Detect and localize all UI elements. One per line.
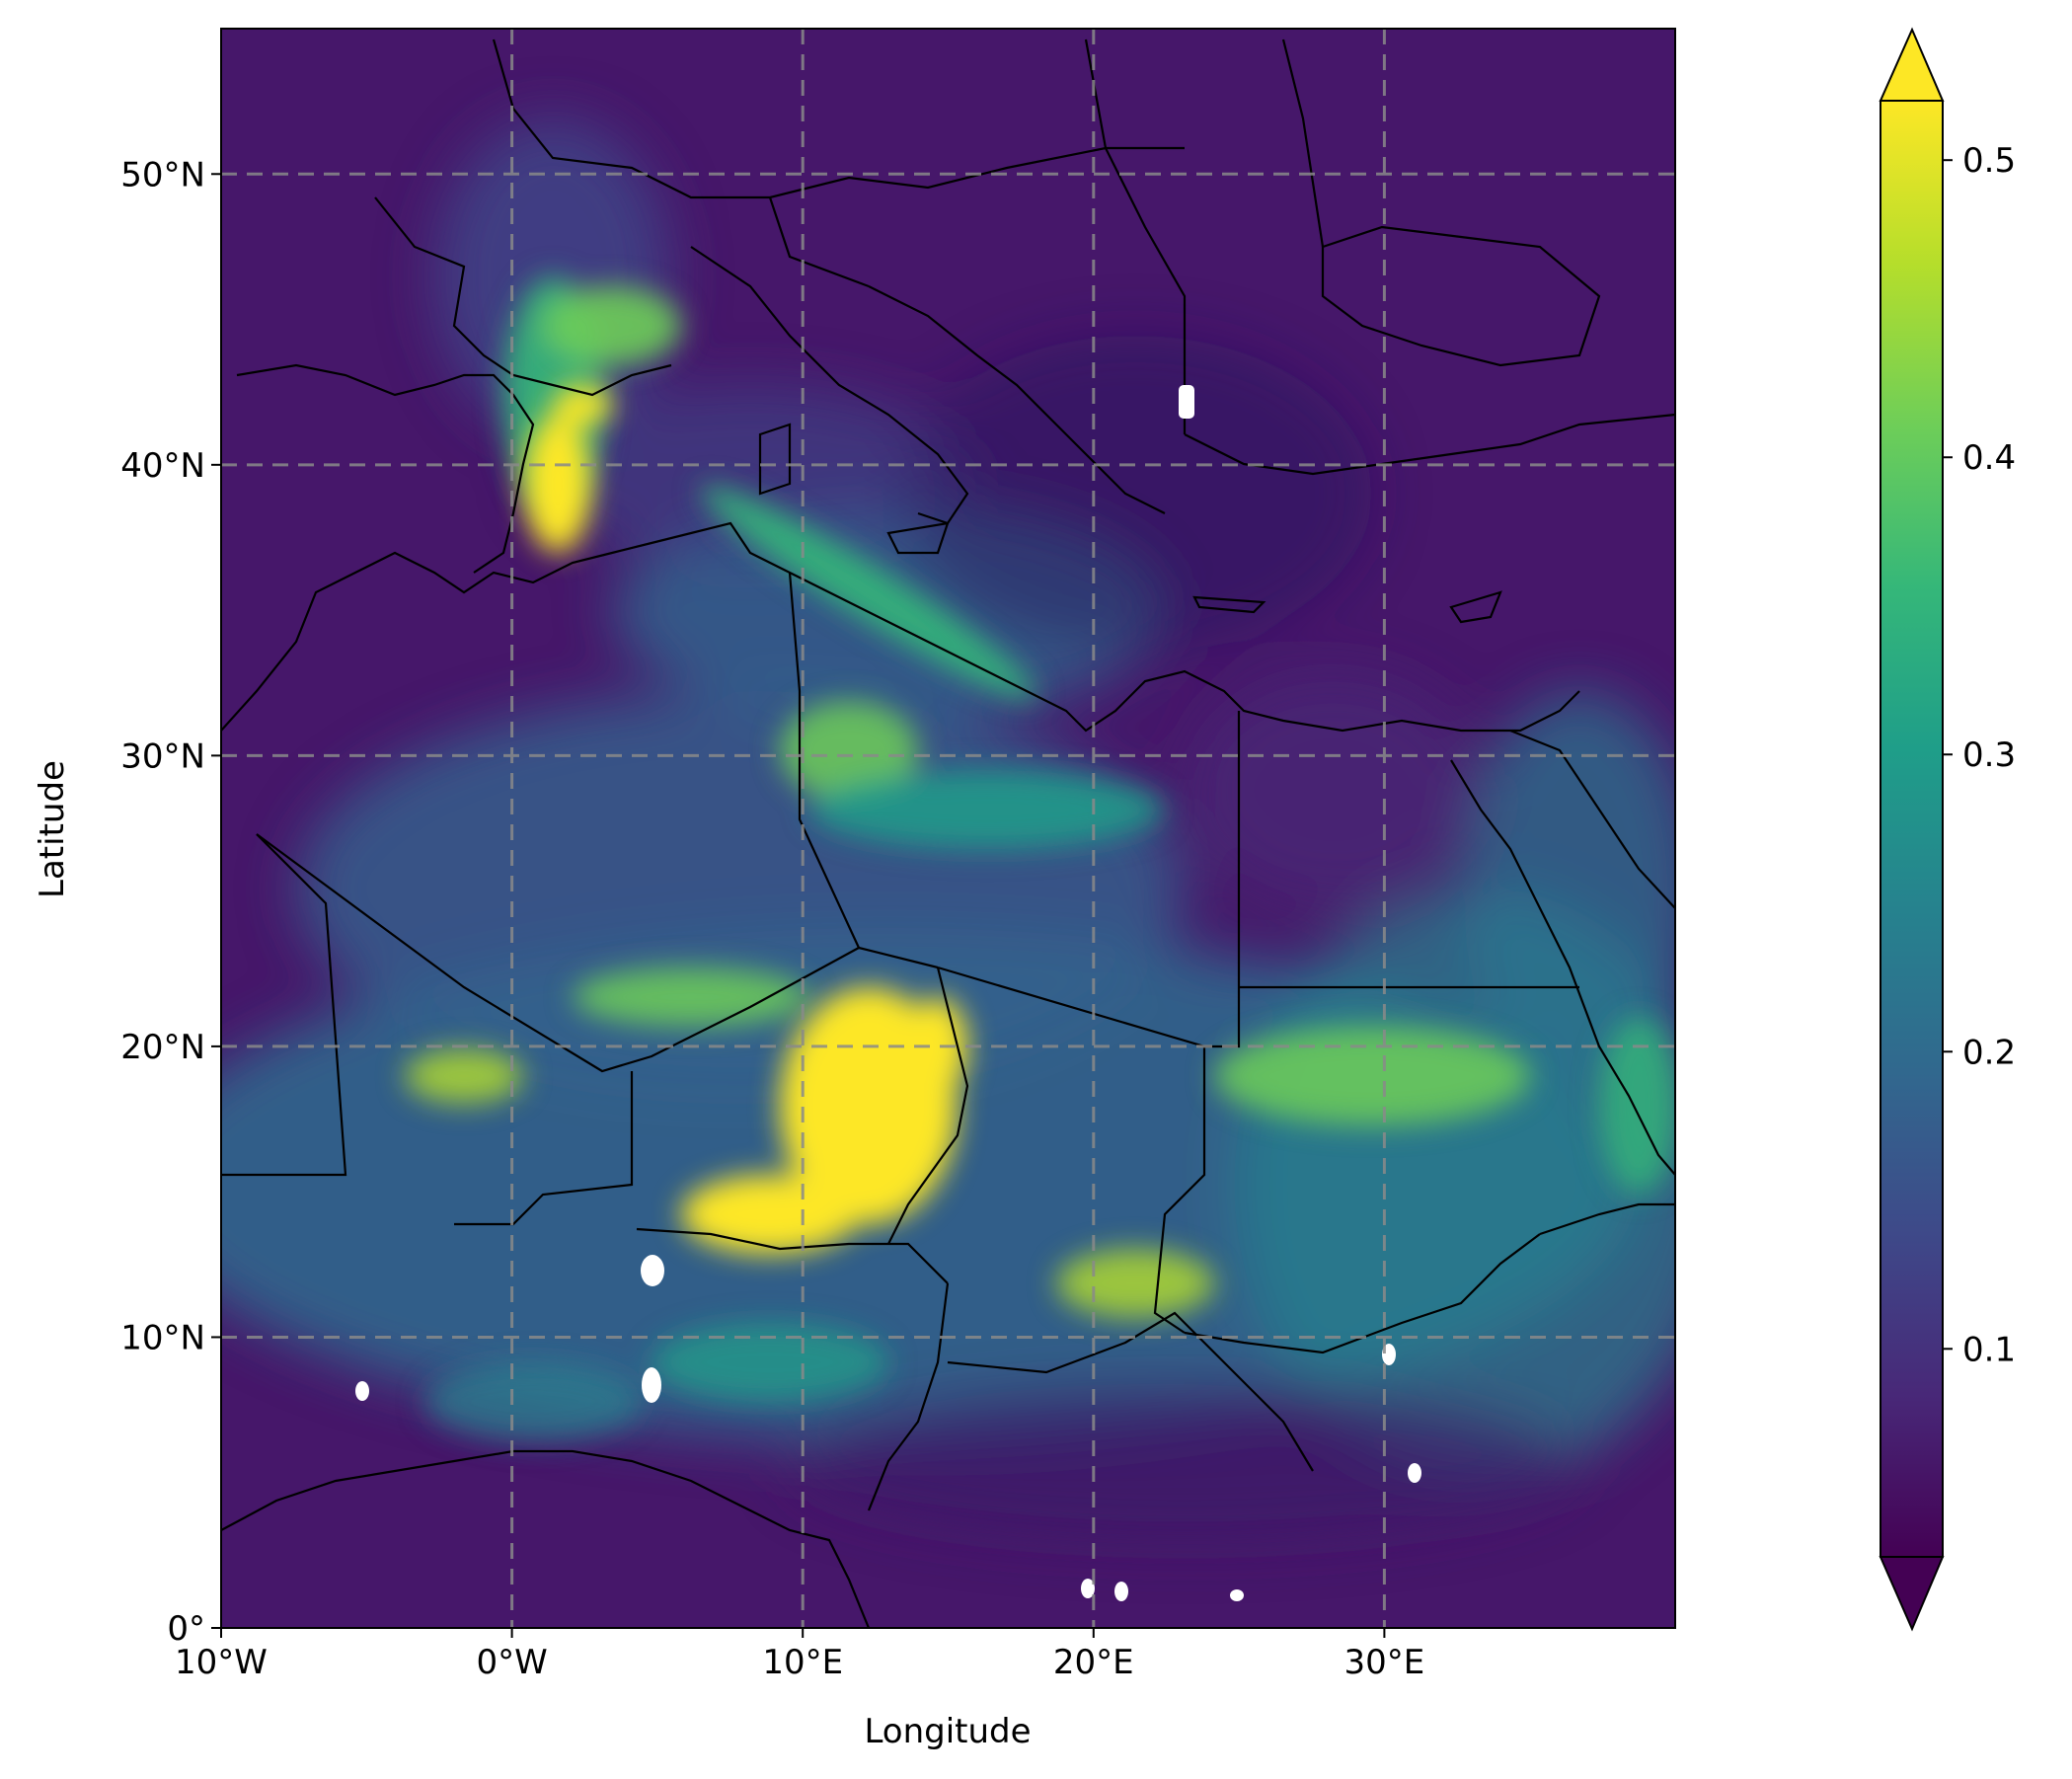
colorbar: 0.1 0.2 0.3 0.4 0.5 <box>1879 27 2016 1632</box>
border-algeria-libya <box>788 572 939 969</box>
x-tick-label: 0°W <box>476 1643 547 1682</box>
coastline-west-africa <box>221 1449 871 1628</box>
missing-data-patch <box>1408 1463 1421 1483</box>
colorbar-tick-label: 0.5 <box>1962 141 2016 181</box>
border-chad-sudan <box>937 966 1206 1334</box>
colorbar-extend-min <box>1879 1556 1945 1632</box>
y-tick-label: 10°N <box>120 1318 205 1357</box>
missing-data-patches <box>355 385 1421 1601</box>
island-sardinia <box>758 423 792 496</box>
y-tick-label: 20°N <box>120 1028 205 1067</box>
colorbar-ticks: 0.1 0.2 0.3 0.4 0.5 <box>1943 141 2016 1369</box>
coastline-iberia <box>236 363 535 574</box>
coastline-balkans <box>868 285 1166 514</box>
country-borders <box>221 39 1675 1628</box>
x-axis-label: Longitude <box>864 1712 1031 1751</box>
border-mauritania-mali <box>221 833 347 1177</box>
border-algeria-mali <box>256 833 860 1073</box>
border-niger-nigeria <box>636 1227 949 1284</box>
border-niger-chad <box>887 967 969 1245</box>
gridlines <box>221 29 1675 1628</box>
coastline-black-sea <box>1321 225 1601 367</box>
border-south-sudan <box>1184 1233 1541 1354</box>
y-tick-label: 40°N <box>120 446 205 486</box>
y-axis: 0° 10°N 20°N 30°N 40°N 50°N <box>120 155 221 1649</box>
border-ethiopia <box>1539 1202 1675 1236</box>
missing-data-patch <box>1230 1589 1244 1601</box>
x-axis: 10°W 0°W 10°E 20°E 30°E <box>175 1628 1424 1682</box>
coastline-northwest-africa <box>221 521 1580 733</box>
x-tick-label: 10°E <box>762 1643 843 1682</box>
missing-data-patch <box>1114 1582 1128 1601</box>
coastline-italy <box>690 246 969 525</box>
x-tick-label: 30°E <box>1344 1643 1425 1682</box>
y-axis-label: Latitude <box>33 760 72 898</box>
border-central-europe-3 <box>1084 39 1187 434</box>
colorbar-tick-label: 0.2 <box>1962 1033 2016 1072</box>
missing-data-patch <box>642 1367 661 1403</box>
y-tick-label: 50°N <box>120 155 205 194</box>
coastline-red-sea <box>1450 759 1675 1176</box>
missing-data-patch <box>641 1255 664 1286</box>
y-tick-label: 0° <box>167 1609 205 1649</box>
border-car <box>947 1311 1314 1472</box>
colorbar-tick-label: 0.1 <box>1962 1330 2016 1369</box>
plot-frame <box>220 28 1676 1629</box>
colorbar-extend-max <box>1879 27 1945 102</box>
y-tick-label: 30°N <box>120 736 205 776</box>
colorbar-gradient <box>1880 100 1944 1558</box>
missing-data-patch <box>355 1381 369 1401</box>
island-cyprus <box>1449 590 1502 624</box>
x-tick-label: 20°E <box>1053 1643 1134 1682</box>
colorbar-tick-label: 0.4 <box>1962 438 2016 478</box>
border-eastern-europe <box>1281 39 1325 248</box>
x-tick-label: 10°W <box>175 1643 268 1682</box>
border-libya-egypt <box>1204 711 1241 1048</box>
colorbar-tick-label: 0.3 <box>1962 735 2016 775</box>
island-crete <box>1192 595 1266 614</box>
coastline-arabia <box>1509 729 1675 909</box>
coastline-france <box>374 196 672 397</box>
border-mali-niger <box>454 1071 634 1226</box>
border-central-europe-2 <box>768 196 870 288</box>
map-area <box>221 29 1675 1628</box>
island-sicily <box>886 521 950 555</box>
missing-data-patch <box>1179 385 1194 419</box>
missing-data-patch <box>1081 1579 1095 1598</box>
concentration-field-mid <box>405 276 1675 1441</box>
